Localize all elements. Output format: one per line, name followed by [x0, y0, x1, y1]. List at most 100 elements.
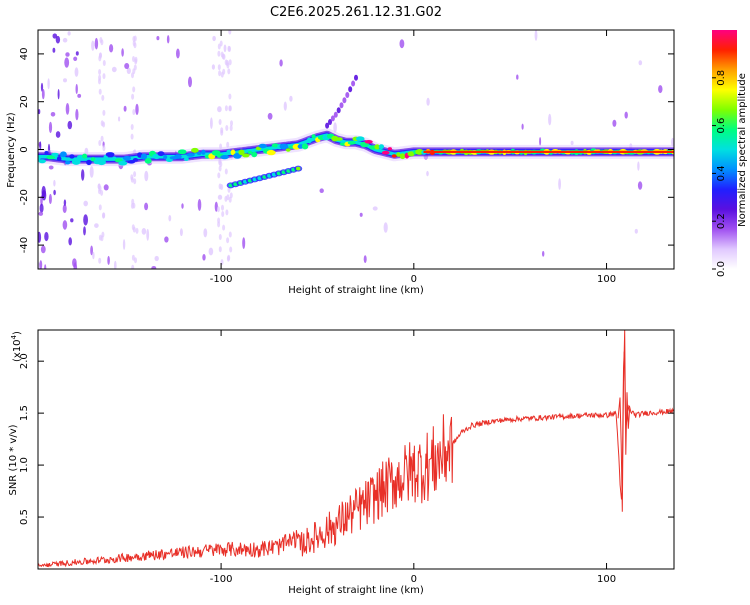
colorbar-tick-label: 0.0	[716, 261, 727, 277]
heatmap-noise-blob	[188, 76, 192, 88]
heatmap-noise-blob	[570, 140, 574, 146]
heatmap-upper-blob	[354, 74, 358, 81]
heatmap-upper-blob	[328, 119, 332, 125]
heatmap-noise-blob	[210, 117, 213, 129]
heatmap-noise-blob	[671, 137, 674, 147]
heatmap-noise-blob	[658, 85, 663, 94]
snr-y-tick-label: 0.5	[19, 509, 30, 525]
heatmap-upper-blob	[345, 92, 350, 98]
heatmap-streak-blob	[101, 94, 105, 101]
heatmap-upper-blob	[348, 86, 353, 93]
heatmap-noise-blob	[94, 223, 99, 229]
heatmap-noise-blob	[176, 48, 180, 59]
colorbar-label: Normalized spectral amplitude	[737, 73, 748, 227]
heatmap-streak-blob	[217, 221, 221, 228]
heatmap-noise-blob	[181, 203, 184, 209]
heatmap-streak-blob	[230, 120, 233, 127]
heatmap-noise-blob	[208, 247, 214, 256]
heatmap-noise-blob	[75, 51, 79, 56]
heatmap-layer	[38, 30, 674, 269]
heatmap-streak-blob	[134, 56, 138, 63]
heatmap-streak-blob	[135, 227, 139, 234]
heatmap-noise-blob	[319, 188, 324, 193]
heatmap-noise-blob	[90, 245, 93, 256]
snr-y-tick-label: 1.5	[19, 405, 30, 421]
heatmap-streak-blob	[131, 93, 135, 100]
heatmap-ridge-blob	[364, 140, 373, 144]
heatmap-streak-blob	[133, 64, 137, 71]
snr-frame	[37, 329, 675, 570]
heatmap-noise-blob	[146, 228, 150, 241]
heatmap-ridge-blob	[60, 151, 67, 158]
snr-y-scale: (x104)	[10, 331, 23, 362]
heatmap-streak-blob	[225, 209, 229, 216]
snr-x-label: Height of straight line (km)	[288, 585, 424, 596]
heatmap-streak-blob	[102, 73, 106, 80]
heatmap-streak-blob	[102, 212, 106, 219]
heatmap-noise-blob	[111, 66, 117, 73]
heatmap-noise-blob	[164, 236, 169, 243]
heatmap-ridge-blob	[247, 150, 253, 155]
heatmap-streak-blob	[99, 52, 102, 59]
heatmap-streak-blob	[217, 50, 221, 57]
heatmap-ridge-blob	[118, 160, 128, 166]
heatmap-ridge-blob	[56, 156, 62, 161]
heatmap-streak-blob	[222, 224, 226, 231]
heatmap-streak-blob	[225, 60, 229, 66]
heatmap-noise-blob	[41, 190, 47, 201]
heatmap-noise-blob	[637, 161, 640, 171]
heatmap-noise-blob	[62, 37, 68, 43]
heatmap-noise-blob	[141, 228, 147, 235]
heatmap-streak-blob	[218, 119, 222, 125]
heatmap-ridge-blob	[90, 157, 96, 162]
heatmap-streak-blob	[134, 257, 137, 264]
heatmap-noise-blob	[41, 88, 45, 100]
heatmap-noise-blob	[103, 184, 109, 191]
colorbar	[712, 30, 737, 269]
heatmap-streak-blob	[100, 135, 104, 142]
heatmap-noise-blob	[64, 57, 70, 68]
heatmap-streak-blob	[218, 70, 222, 77]
heatmap-noise-blob	[168, 215, 172, 222]
colorbar-ticks: 0.0 0.2 0.4 0.6 0.8	[712, 70, 727, 277]
heatmap-streak-blob	[98, 140, 102, 146]
heatmap-noise-blob	[73, 56, 78, 61]
heatmap-ridge-blob	[242, 153, 250, 158]
heatmap-noise-blob	[211, 64, 215, 70]
heatmap-noise-blob	[57, 89, 60, 100]
heatmap-ridge-blob	[374, 144, 381, 150]
heatmap-streak-blob	[229, 125, 233, 131]
heatmap-streak-blob	[102, 121, 106, 128]
heatmap-ridge-blob	[44, 151, 49, 155]
snr-x-tick-label: 0	[411, 574, 417, 585]
snr-line-layer	[38, 330, 674, 568]
heatmap-ridge-blob	[347, 141, 356, 145]
heatmap-noise-blob	[55, 35, 61, 44]
heatmap-streak-blob	[220, 127, 224, 134]
heatmap-streak-blob	[218, 183, 222, 190]
heatmap-streak-blob	[228, 30, 232, 35]
heatmap-noise-blob	[92, 251, 95, 260]
heatmap-noise-blob	[39, 260, 43, 269]
heatmap-noise-blob	[122, 239, 126, 250]
heatmap-streak-blob	[132, 56, 135, 62]
heatmap-ridge-blob	[335, 137, 343, 141]
heatmap-streak-blob	[228, 59, 232, 66]
heatmap-ridge-blob	[140, 153, 148, 160]
heatmap-noise-blob	[50, 112, 56, 117]
heatmap-ridge-blob	[71, 159, 81, 165]
heatmap-upper-blob	[325, 122, 330, 129]
heatmap-ridge-blob	[132, 158, 139, 162]
heatmap-x-label: Height of straight line (km)	[288, 285, 424, 296]
heatmap-ridge-blob	[396, 152, 401, 157]
heatmap-streak-blob	[217, 172, 221, 179]
heatmap-streak-blob	[99, 37, 103, 43]
heatmap-noise-blob	[121, 48, 124, 57]
heatmap-ridge-blob	[391, 154, 397, 158]
heatmap-y-tick-label: -40	[19, 237, 30, 253]
heatmap-noise-blob	[107, 255, 110, 265]
heatmap-streak-blob	[98, 185, 102, 192]
heatmap-noise-blob	[634, 228, 638, 234]
heatmap-noise-blob	[539, 137, 542, 146]
